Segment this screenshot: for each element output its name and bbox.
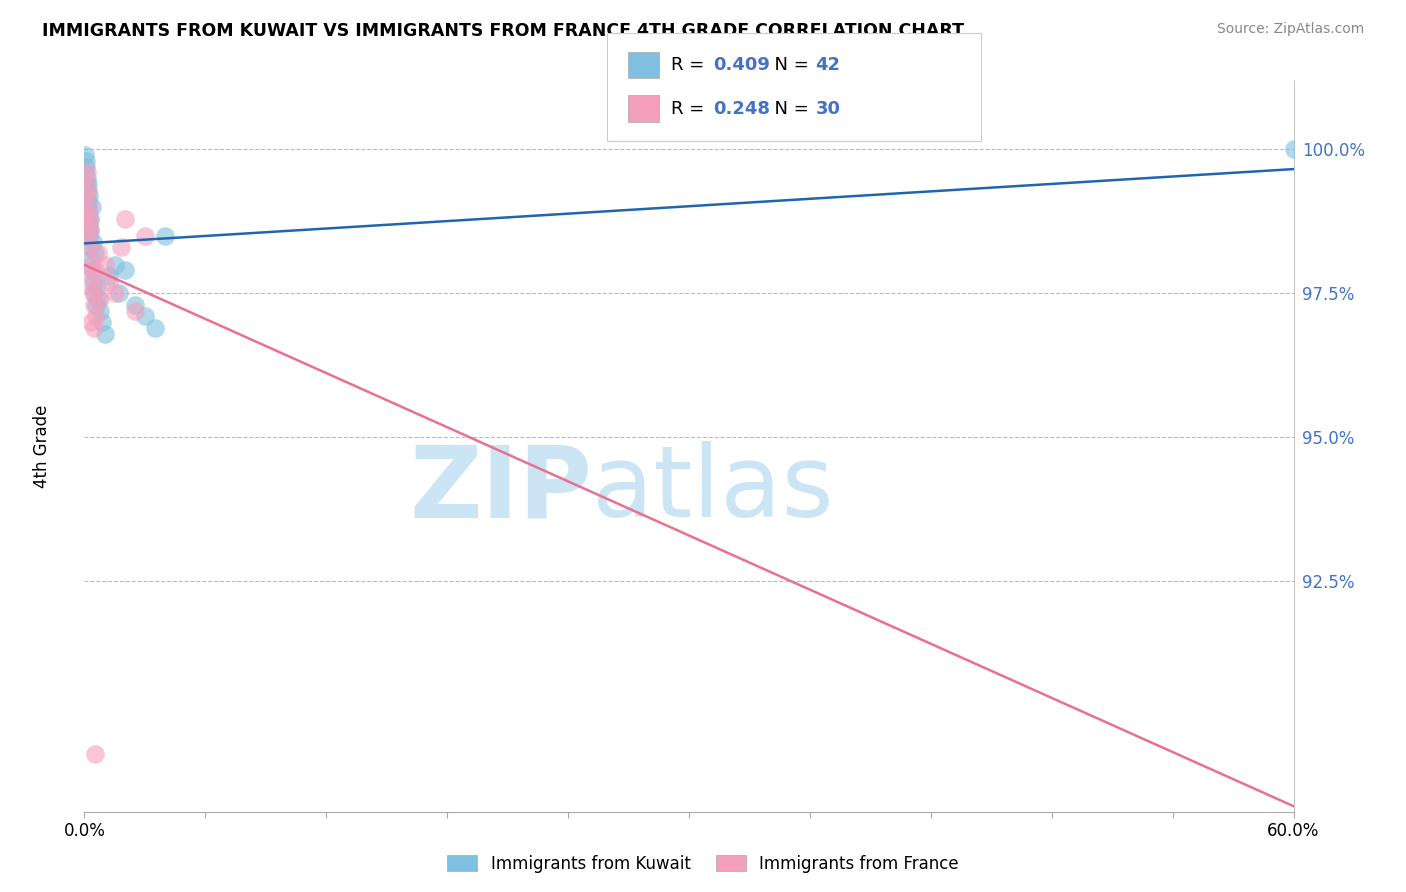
Point: [104, 286, 127, 301]
Text: 42: 42: [815, 56, 841, 74]
Point: [1282, 142, 1305, 156]
Point: [80, 252, 103, 266]
Point: [84, 246, 107, 260]
Point: [80, 315, 103, 329]
Point: [75, 165, 97, 179]
Point: [79, 211, 101, 226]
Point: [75, 188, 97, 202]
Legend: Immigrants from Kuwait, Immigrants from France: Immigrants from Kuwait, Immigrants from …: [440, 848, 966, 880]
Point: [77, 188, 100, 202]
Text: R =: R =: [671, 100, 710, 118]
Point: [153, 228, 176, 243]
Text: 0.409: 0.409: [713, 56, 769, 74]
Point: [77, 206, 100, 220]
Point: [75, 188, 97, 202]
Point: [93, 326, 115, 341]
Point: [77, 228, 100, 243]
Point: [76, 200, 98, 214]
Text: R =: R =: [671, 56, 710, 74]
Point: [79, 223, 101, 237]
Point: [134, 310, 156, 324]
Point: [82, 280, 104, 294]
Point: [77, 183, 100, 197]
Point: [77, 217, 100, 231]
Point: [76, 183, 98, 197]
Text: N =: N =: [763, 56, 815, 74]
Text: 4th Grade: 4th Grade: [34, 404, 51, 488]
Point: [124, 303, 146, 318]
Point: [110, 240, 132, 254]
Point: [80, 200, 103, 214]
Point: [87, 246, 110, 260]
Point: [83, 298, 105, 312]
Point: [76, 171, 98, 186]
Point: [86, 280, 108, 294]
Point: [79, 211, 101, 226]
Point: [84, 263, 107, 277]
Text: 30: 30: [815, 100, 841, 118]
Point: [83, 286, 105, 301]
Point: [76, 217, 98, 231]
Point: [91, 315, 114, 329]
Point: [82, 235, 104, 249]
Point: [134, 228, 156, 243]
Point: [76, 223, 98, 237]
Text: Source: ZipAtlas.com: Source: ZipAtlas.com: [1216, 22, 1364, 37]
Point: [75, 160, 97, 174]
Point: [79, 240, 101, 254]
Point: [124, 298, 146, 312]
Point: [75, 153, 97, 168]
Point: [114, 211, 136, 226]
Point: [93, 258, 115, 272]
Point: [80, 258, 103, 272]
Point: [104, 258, 127, 272]
Point: [89, 303, 111, 318]
Point: [87, 292, 110, 306]
Point: [97, 269, 120, 284]
Text: N =: N =: [763, 100, 815, 118]
Point: [76, 165, 98, 179]
Point: [89, 292, 111, 306]
Point: [75, 148, 97, 162]
Point: [82, 269, 104, 284]
Text: 0.248: 0.248: [713, 100, 770, 118]
Point: [86, 298, 108, 312]
Point: [86, 310, 108, 324]
Point: [77, 200, 100, 214]
Point: [75, 171, 97, 186]
Text: atlas: atlas: [592, 442, 834, 539]
Point: [75, 206, 97, 220]
Point: [83, 747, 105, 761]
Point: [143, 321, 166, 335]
Point: [79, 223, 101, 237]
Point: [79, 228, 101, 243]
Point: [77, 177, 100, 191]
Point: [82, 286, 104, 301]
Point: [82, 263, 104, 277]
Point: [83, 321, 105, 335]
Point: [97, 275, 120, 289]
Text: ZIP: ZIP: [409, 442, 592, 539]
Point: [76, 211, 98, 226]
Text: IMMIGRANTS FROM KUWAIT VS IMMIGRANTS FROM FRANCE 4TH GRADE CORRELATION CHART: IMMIGRANTS FROM KUWAIT VS IMMIGRANTS FRO…: [42, 22, 965, 40]
Point: [80, 240, 103, 254]
Point: [107, 286, 129, 301]
Point: [77, 194, 100, 209]
Point: [82, 275, 104, 289]
Point: [114, 263, 136, 277]
Point: [75, 177, 97, 191]
